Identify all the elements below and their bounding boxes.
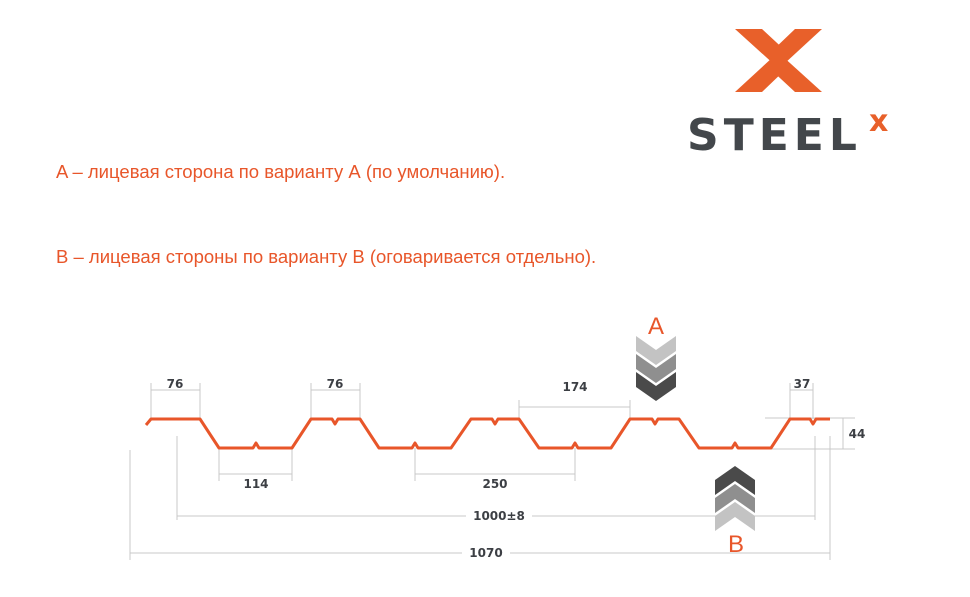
dim-edge: 37 [794, 377, 811, 391]
logo-x-mark-icon [735, 29, 822, 92]
dimension-lines [129, 383, 855, 560]
face-a-label: A [648, 313, 664, 340]
dim-pitch: 250 [482, 477, 507, 491]
steelx-logo: STEEL x [687, 29, 888, 161]
dim-height: 44 [849, 427, 866, 441]
dim-bottom-flat: 114 [243, 477, 268, 491]
face-b-chevrons-icon [715, 466, 755, 531]
dim-top-flat-2: 76 [327, 377, 344, 391]
dim-174: 174 [562, 380, 587, 394]
variant-b-description: B – лицевая стороны по варианту В (огова… [56, 246, 597, 267]
face-a-chevrons-icon [636, 336, 676, 401]
trapezoidal-profile [144, 417, 830, 450]
dim-working-width: 1000±8 [473, 509, 525, 523]
logo-wordmark: STEEL [687, 110, 862, 161]
logo-superscript: x [869, 104, 888, 139]
dim-total-width: 1070 [469, 546, 502, 560]
variant-a-description: A – лицевая сторона по варианту А (по ум… [56, 161, 506, 182]
dim-top-flat-1: 76 [167, 377, 184, 391]
face-b-label: B [728, 531, 744, 558]
